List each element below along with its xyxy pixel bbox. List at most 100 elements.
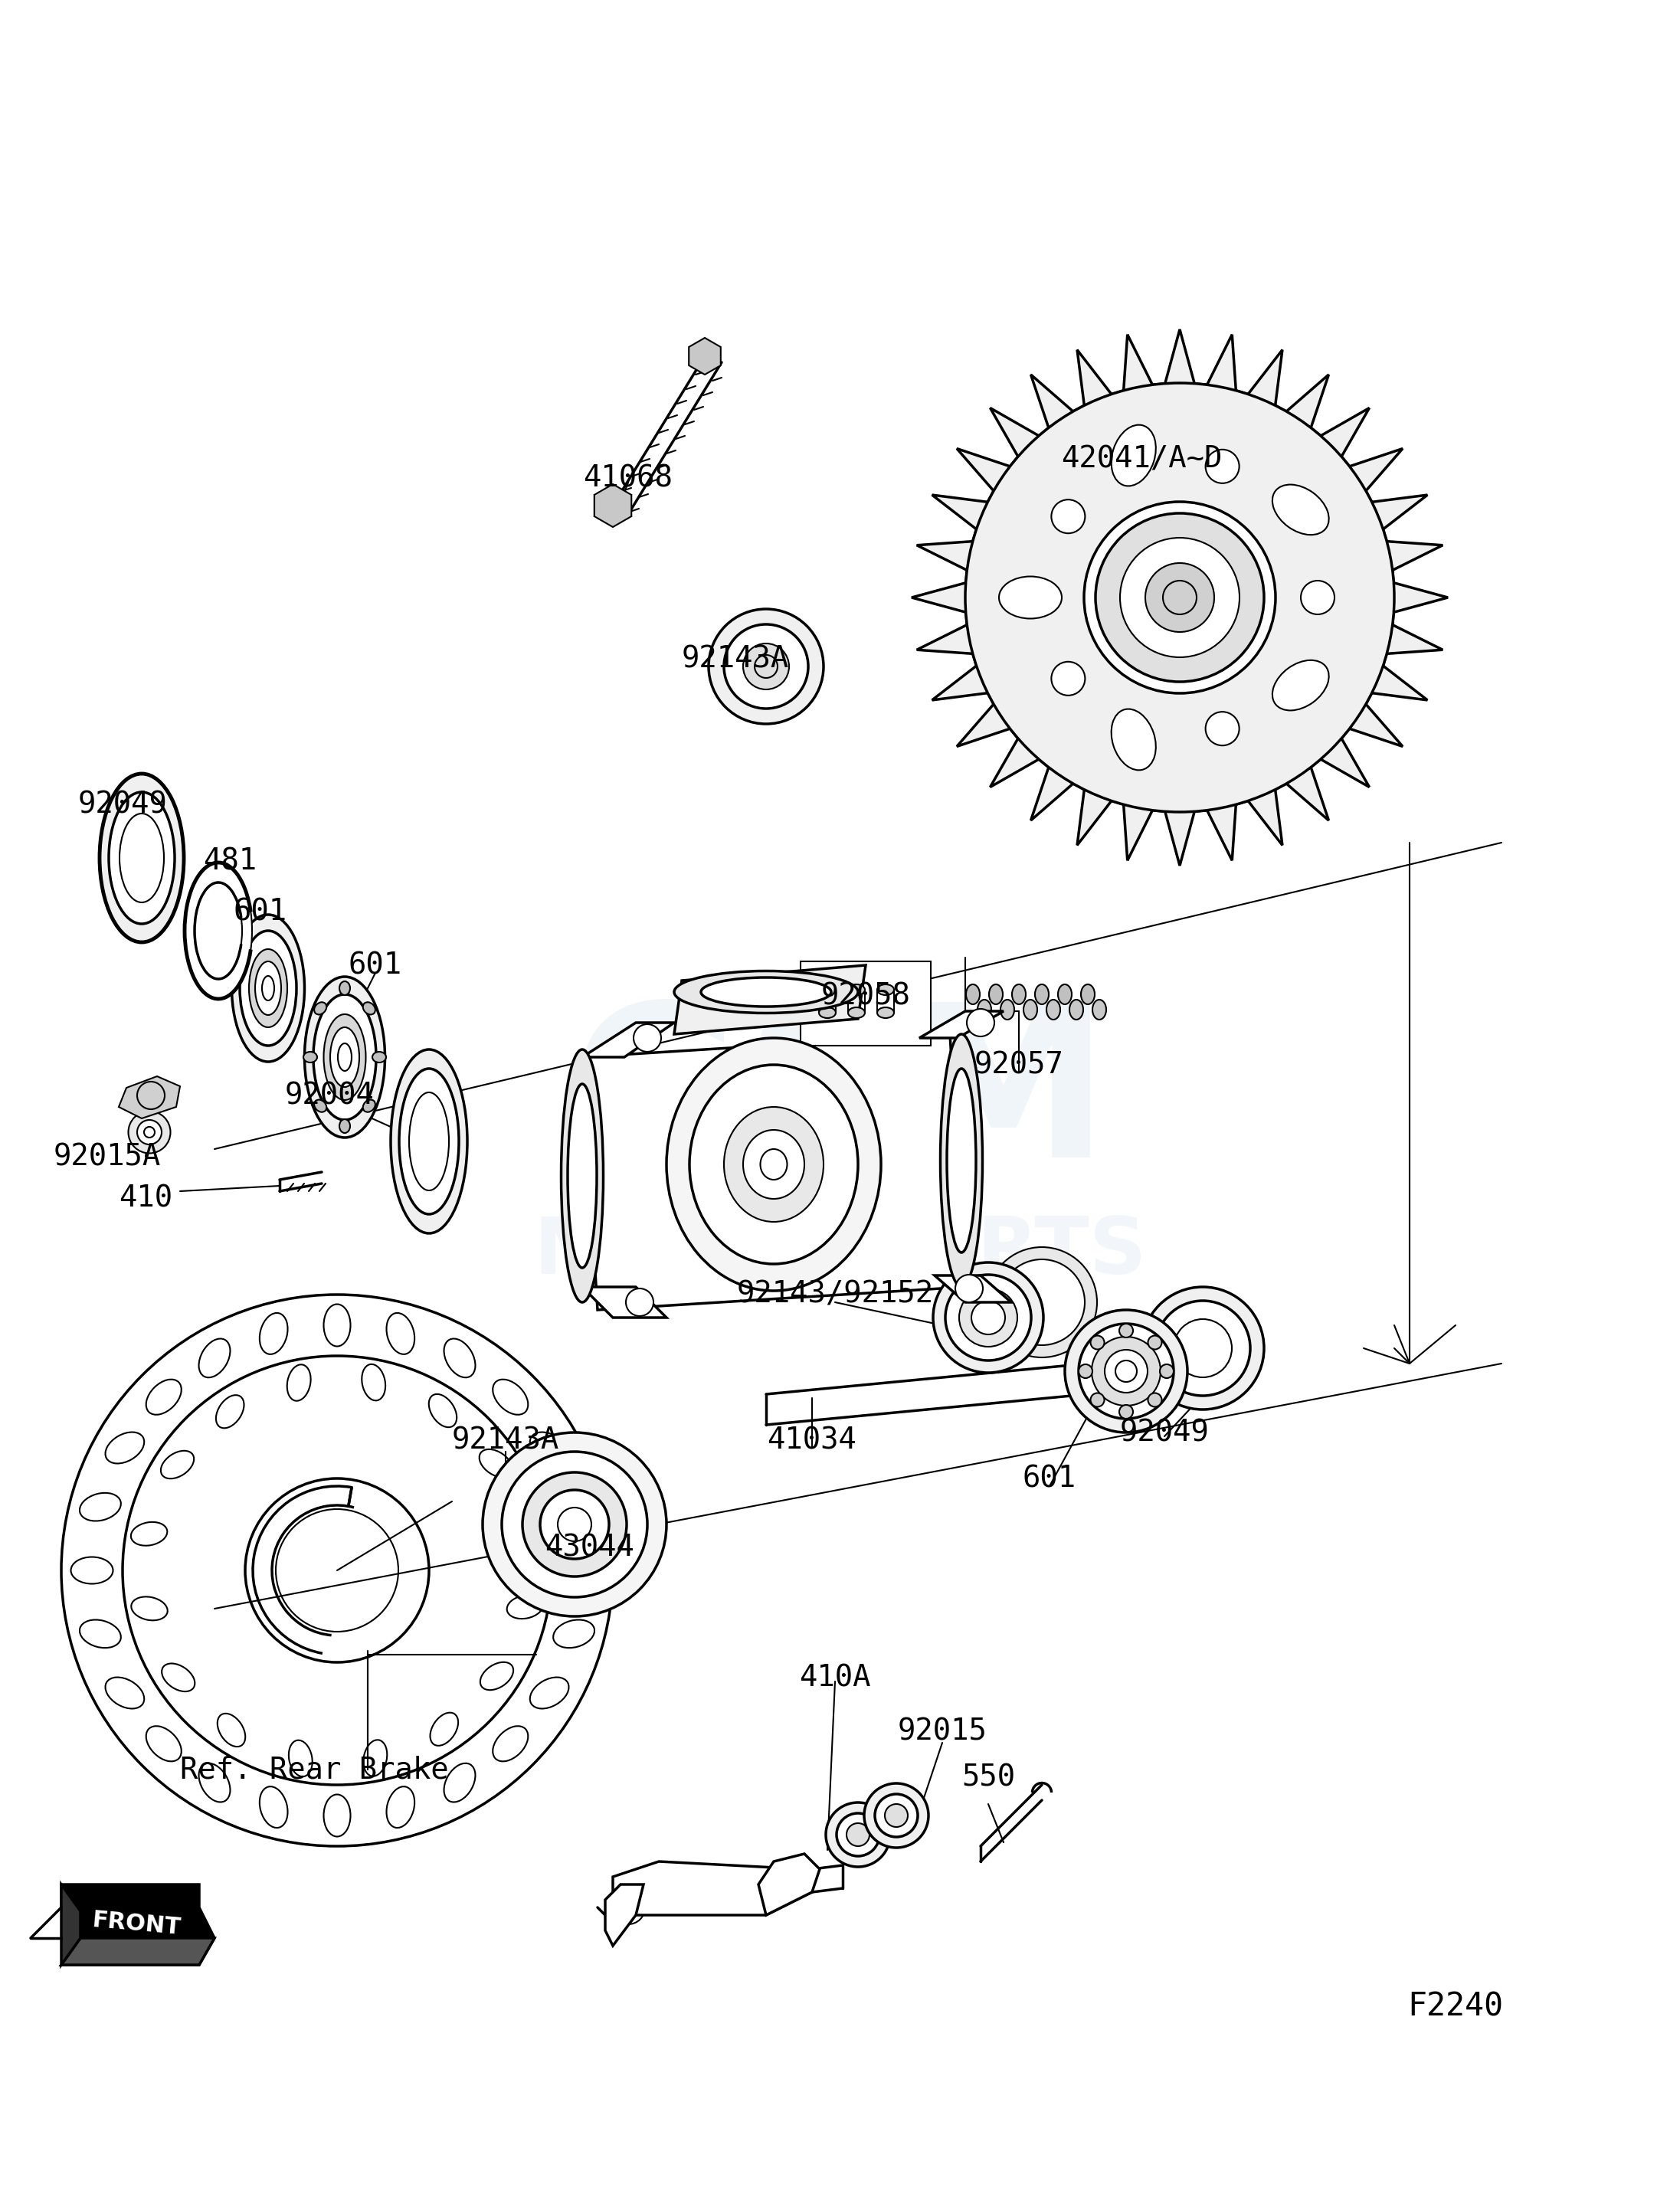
Ellipse shape bbox=[724, 1107, 823, 1222]
Circle shape bbox=[522, 1472, 627, 1577]
Circle shape bbox=[502, 1452, 647, 1597]
Circle shape bbox=[1000, 1259, 1085, 1345]
Circle shape bbox=[959, 1287, 1018, 1347]
Polygon shape bbox=[60, 1885, 81, 1964]
Circle shape bbox=[956, 1274, 983, 1303]
Text: 92004: 92004 bbox=[284, 1081, 375, 1109]
Circle shape bbox=[724, 624, 808, 710]
Ellipse shape bbox=[185, 863, 252, 1000]
Ellipse shape bbox=[138, 1120, 161, 1145]
Circle shape bbox=[627, 1287, 654, 1316]
Ellipse shape bbox=[1047, 1000, 1060, 1019]
Circle shape bbox=[827, 1802, 890, 1867]
Circle shape bbox=[1052, 499, 1085, 534]
Text: 92015: 92015 bbox=[897, 1716, 988, 1747]
Ellipse shape bbox=[1092, 1000, 1105, 1019]
Ellipse shape bbox=[304, 1052, 318, 1063]
Circle shape bbox=[1079, 1325, 1174, 1419]
Circle shape bbox=[932, 1263, 1043, 1373]
Polygon shape bbox=[674, 964, 865, 1035]
Ellipse shape bbox=[561, 1050, 603, 1303]
Ellipse shape bbox=[304, 978, 385, 1138]
Ellipse shape bbox=[1001, 1000, 1015, 1019]
Polygon shape bbox=[613, 1861, 811, 1916]
Circle shape bbox=[709, 609, 823, 723]
Circle shape bbox=[1121, 538, 1240, 657]
Circle shape bbox=[1052, 661, 1085, 696]
Ellipse shape bbox=[568, 1083, 596, 1268]
Polygon shape bbox=[689, 338, 721, 376]
Text: 92143A: 92143A bbox=[452, 1426, 559, 1454]
Ellipse shape bbox=[1112, 710, 1156, 771]
Polygon shape bbox=[912, 330, 1448, 866]
Text: MOTORPARTS: MOTORPARTS bbox=[533, 1213, 1147, 1292]
Polygon shape bbox=[60, 1938, 215, 1964]
Ellipse shape bbox=[195, 883, 242, 980]
Circle shape bbox=[1147, 1393, 1163, 1406]
Circle shape bbox=[966, 382, 1394, 813]
Ellipse shape bbox=[848, 1008, 865, 1017]
Polygon shape bbox=[583, 1035, 966, 1309]
Ellipse shape bbox=[232, 914, 304, 1061]
Ellipse shape bbox=[701, 978, 832, 1006]
Polygon shape bbox=[119, 1077, 180, 1118]
Circle shape bbox=[1119, 1404, 1132, 1419]
Circle shape bbox=[1146, 562, 1215, 633]
Ellipse shape bbox=[255, 962, 281, 1015]
Text: Ref. Rear Brake: Ref. Rear Brake bbox=[180, 1755, 449, 1784]
Ellipse shape bbox=[877, 1008, 894, 1017]
Ellipse shape bbox=[990, 984, 1003, 1004]
Circle shape bbox=[1206, 712, 1240, 745]
Ellipse shape bbox=[314, 1002, 326, 1015]
Polygon shape bbox=[919, 1011, 1003, 1037]
Bar bbox=[801, 962, 931, 1046]
Text: 92143A: 92143A bbox=[682, 644, 790, 672]
Text: 92143/92152: 92143/92152 bbox=[736, 1281, 934, 1309]
Circle shape bbox=[1084, 501, 1275, 694]
Ellipse shape bbox=[941, 1035, 983, 1287]
Polygon shape bbox=[583, 1022, 674, 1057]
Ellipse shape bbox=[818, 984, 835, 995]
Ellipse shape bbox=[363, 1101, 375, 1112]
Circle shape bbox=[1156, 1301, 1250, 1395]
Text: 92057: 92057 bbox=[974, 1050, 1063, 1079]
Ellipse shape bbox=[400, 1068, 459, 1215]
Ellipse shape bbox=[331, 1028, 360, 1088]
Text: GSM: GSM bbox=[570, 995, 1110, 1202]
Text: 410: 410 bbox=[119, 1184, 173, 1213]
Ellipse shape bbox=[877, 984, 894, 995]
Text: 601: 601 bbox=[1023, 1463, 1077, 1494]
Ellipse shape bbox=[314, 1101, 326, 1112]
Polygon shape bbox=[583, 1287, 667, 1318]
Ellipse shape bbox=[667, 1037, 880, 1292]
Text: F2240: F2240 bbox=[1408, 1990, 1504, 2023]
Circle shape bbox=[837, 1813, 879, 1856]
Circle shape bbox=[539, 1490, 610, 1560]
Ellipse shape bbox=[128, 1112, 170, 1153]
Circle shape bbox=[633, 1024, 662, 1052]
Polygon shape bbox=[758, 1854, 820, 1916]
Polygon shape bbox=[595, 483, 632, 527]
Ellipse shape bbox=[743, 1129, 805, 1200]
Circle shape bbox=[1141, 1287, 1263, 1410]
Ellipse shape bbox=[689, 1066, 858, 1263]
Text: 92015A: 92015A bbox=[54, 1142, 161, 1171]
Ellipse shape bbox=[373, 1052, 386, 1063]
Ellipse shape bbox=[109, 793, 175, 925]
Ellipse shape bbox=[948, 1068, 976, 1252]
Ellipse shape bbox=[1035, 984, 1048, 1004]
Ellipse shape bbox=[1058, 984, 1072, 1004]
Circle shape bbox=[864, 1784, 929, 1848]
Circle shape bbox=[482, 1432, 667, 1617]
Ellipse shape bbox=[966, 984, 979, 1004]
Circle shape bbox=[1119, 1325, 1132, 1338]
Text: FRONT: FRONT bbox=[91, 1909, 181, 1940]
Text: 42041/A~D: 42041/A~D bbox=[1060, 446, 1221, 475]
Ellipse shape bbox=[324, 1015, 366, 1101]
Ellipse shape bbox=[1272, 486, 1329, 534]
Ellipse shape bbox=[1023, 1000, 1037, 1019]
Ellipse shape bbox=[391, 1050, 467, 1233]
Ellipse shape bbox=[339, 1118, 349, 1134]
Text: 481: 481 bbox=[203, 848, 257, 877]
Ellipse shape bbox=[674, 971, 858, 1013]
